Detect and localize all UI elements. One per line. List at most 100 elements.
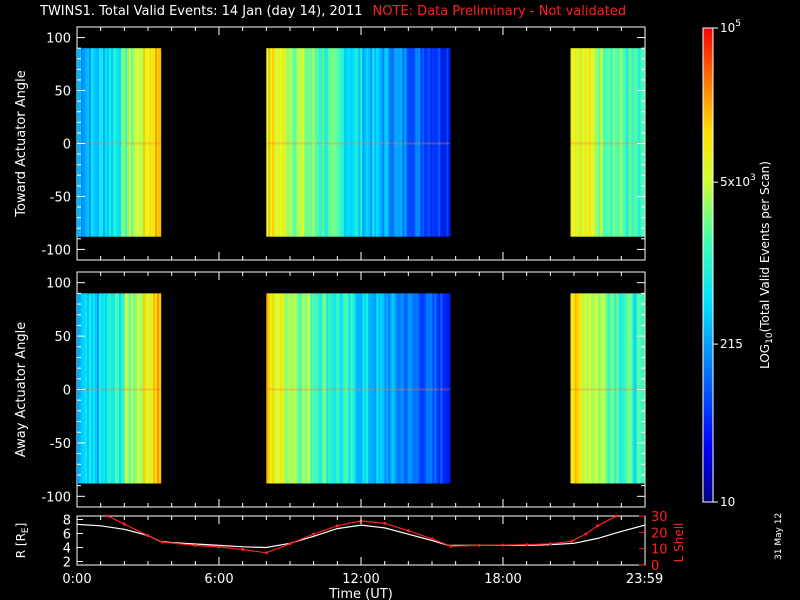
spectrogram-column xyxy=(280,293,283,484)
spectrogram-column xyxy=(402,293,405,484)
spectrogram-column xyxy=(438,48,441,237)
l-shell-point xyxy=(217,545,221,549)
spectrogram-column xyxy=(382,48,385,237)
spectrogram-column xyxy=(440,293,443,484)
spectrogram-column xyxy=(398,48,401,237)
spectrogram-column xyxy=(578,293,581,484)
spectrogram-column xyxy=(97,293,100,484)
y-tick-label: 2 xyxy=(63,556,71,571)
spectrogram-column xyxy=(630,48,633,237)
y-tick-label: 6 xyxy=(63,528,71,543)
spectrogram-column xyxy=(348,48,351,237)
spectrogram-column xyxy=(594,48,597,237)
spectrogram-column xyxy=(159,48,162,237)
spectrogram-column xyxy=(408,48,411,237)
spectrogram-column xyxy=(143,293,146,484)
spectrogram-column xyxy=(330,293,333,484)
spectrogram-column xyxy=(354,293,357,484)
l-shell-point xyxy=(430,537,434,541)
spectrogram-column xyxy=(414,48,417,237)
spectrogram-column xyxy=(270,48,273,237)
spectrogram-column xyxy=(432,293,435,484)
y-tick-label: 0 xyxy=(63,384,71,399)
spectrogram-column xyxy=(396,48,399,237)
l-shell-point xyxy=(596,524,600,528)
spectrogram-column xyxy=(340,293,343,484)
spectrogram-column xyxy=(308,48,311,237)
spectrogram-column xyxy=(133,293,136,484)
spectrogram-column xyxy=(143,48,146,237)
spectrogram-column xyxy=(278,48,281,237)
spectrogram-column xyxy=(123,293,126,484)
spectrogram-column xyxy=(382,293,385,484)
spectrogram-column xyxy=(636,48,639,237)
spectrogram-column xyxy=(111,48,114,237)
spectrogram-column xyxy=(346,48,349,237)
spectrogram-column xyxy=(113,293,116,484)
spectrogram-column xyxy=(384,48,387,237)
datestamp: 31 May 12 xyxy=(774,512,784,560)
colorbar-tick-label: 105 xyxy=(720,19,741,35)
spectrogram-column xyxy=(131,48,134,237)
spectrogram-column xyxy=(346,293,349,484)
spectrogram-column xyxy=(288,48,291,237)
spectrogram-column xyxy=(616,293,619,484)
spectrogram-column xyxy=(570,48,573,237)
spectrogram-column xyxy=(113,48,116,237)
spectrogram-column xyxy=(340,48,343,237)
spectrogram-column xyxy=(602,48,605,237)
spectrogram-column xyxy=(330,48,333,237)
spectrogram-column xyxy=(127,293,130,484)
spectrogram-column xyxy=(153,293,156,484)
spectrogram-column xyxy=(624,293,627,484)
spectrogram-column xyxy=(358,48,361,237)
spectrogram-column xyxy=(440,48,443,237)
spectrogram-column xyxy=(374,293,377,484)
spectrogram-column xyxy=(402,48,405,237)
spectrogram-column xyxy=(141,293,144,484)
spectrogram-column xyxy=(125,48,128,237)
spectrogram-column xyxy=(362,293,365,484)
spectrogram-column xyxy=(276,293,279,484)
title-main: TWINS1. Total Valid Events: 14 Jan (day … xyxy=(40,4,363,19)
spectrogram-column xyxy=(634,293,637,484)
spectrogram-column xyxy=(436,293,439,484)
spectrogram-column xyxy=(151,293,154,484)
spectrogram-column xyxy=(155,293,158,484)
spectrogram-column xyxy=(626,48,629,237)
spectrogram-column xyxy=(590,48,593,237)
l-shell-point xyxy=(406,529,410,533)
y-tick-label: 100 xyxy=(46,277,71,292)
spectrogram-column xyxy=(137,48,140,237)
spectrogram-column xyxy=(77,48,80,237)
spectrogram-column xyxy=(380,48,383,237)
spectrogram-column xyxy=(596,293,599,484)
spectrogram-column xyxy=(125,293,128,484)
spectrogram-column xyxy=(416,48,419,237)
spectrogram-column xyxy=(364,293,367,484)
x-tick-label: 23:59 xyxy=(626,572,663,587)
spectrogram-column xyxy=(588,48,591,237)
l-shell-point xyxy=(122,522,126,526)
spectrogram-column xyxy=(344,48,347,237)
spectrogram-column xyxy=(117,48,120,237)
spectrogram-column xyxy=(95,48,98,237)
spectrogram-column xyxy=(272,48,275,237)
spectrogram-column xyxy=(366,48,369,237)
spectrogram-column xyxy=(294,48,297,237)
spectrogram-column xyxy=(77,293,80,484)
colorbar: 10 215 5x103 105 LOG10(Total Valid Events pe… xyxy=(702,19,775,509)
spectrogram-column xyxy=(302,293,305,484)
l-shell-point xyxy=(288,542,292,546)
y-right-tick-label: 30 xyxy=(651,510,668,525)
spectrogram-column xyxy=(640,293,643,484)
spectrogram-column xyxy=(135,48,138,237)
spectrogram-column xyxy=(332,293,335,484)
l-shell-point xyxy=(449,544,453,548)
spectrogram-column xyxy=(151,48,154,237)
spectrogram-column xyxy=(428,48,431,237)
spectrogram-column xyxy=(614,293,617,484)
y-axis-label: Toward Actuator Angle xyxy=(14,70,29,217)
spectrogram-column xyxy=(157,293,160,484)
